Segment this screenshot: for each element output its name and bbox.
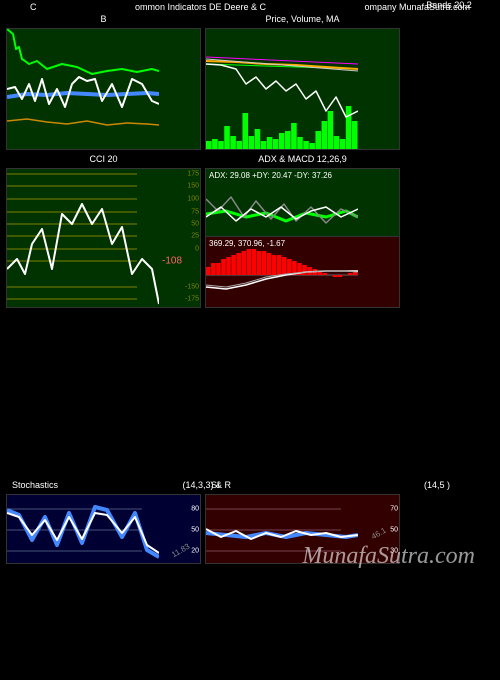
header-left: C <box>30 2 37 12</box>
chart-cci: 1751501007550250-108-150-175 <box>6 168 201 308</box>
chart-rsi-title: SI (14,5 ) <box>205 480 400 490</box>
bands-label-wrap: Bands 20,2 <box>404 14 494 150</box>
watermark: MunafaSutra.com <box>302 543 475 570</box>
chart-adx-macd-title: ADX & MACD 12,26,9 <box>205 154 400 164</box>
chart-stoch-wrap: Stochastics (14,3,3) & R 805020 11.83 <box>6 494 201 564</box>
adx-annotation: ADX: 29.08 +DY: 20.47 -DY: 37.26 <box>209 171 332 180</box>
gap <box>0 312 500 480</box>
chart-adx-macd-wrap: ADX & MACD 12,26,9 ADX: 29.08 +DY: 20.47… <box>205 168 400 308</box>
bands-label: Bands 20,2 <box>404 0 494 10</box>
row-1: B Price, Volume, MA Bands 20,2 <box>0 14 500 150</box>
chart-stoch-title: Stochastics (14,3,3) & R <box>6 480 201 490</box>
stoch-value: 11.83 <box>170 542 191 560</box>
macd-panel: 369.29, 370.96, -1.67 <box>206 237 399 307</box>
chart-price <box>205 28 400 150</box>
chart-bollinger-wrap: B <box>6 28 201 150</box>
header-center: ommon Indicators DE Deere & C <box>135 2 266 12</box>
chart-cci-wrap: CCI 20 1751501007550250-108-150-175 <box>6 168 201 308</box>
chart-stochastics: 805020 11.83 <box>6 494 201 564</box>
chart-bollinger-title: B <box>6 14 201 24</box>
chart-adx-macd: ADX: 29.08 +DY: 20.47 -DY: 37.26 369.29,… <box>205 168 400 308</box>
chart-bollinger <box>6 28 201 150</box>
chart-price-wrap: Price, Volume, MA <box>205 28 400 150</box>
chart-price-title: Price, Volume, MA <box>205 14 400 24</box>
macd-annotation: 369.29, 370.96, -1.67 <box>209 239 285 248</box>
rsi-value: 46.1 <box>370 526 388 542</box>
adx-panel: ADX: 29.08 +DY: 20.47 -DY: 37.26 <box>206 169 399 237</box>
chart-cci-title: CCI 20 <box>6 154 201 164</box>
row-2: CCI 20 1751501007550250-108-150-175 ADX … <box>0 154 500 308</box>
row2-spacer <box>404 154 494 308</box>
